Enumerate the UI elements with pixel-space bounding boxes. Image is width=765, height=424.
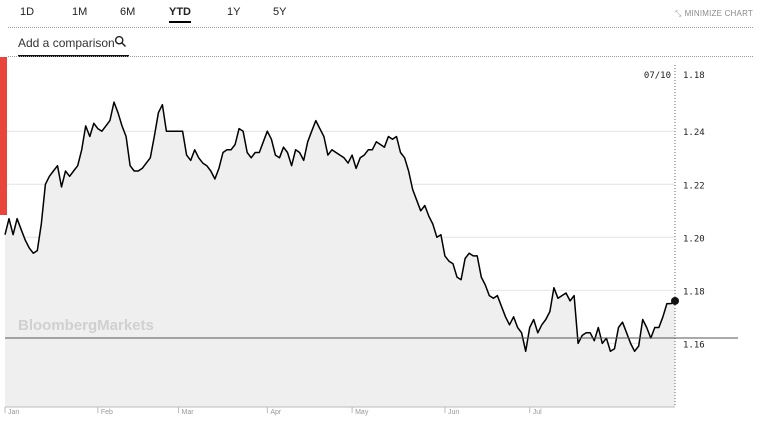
x-tick-label-jan: Jan [8, 409, 19, 416]
x-tick-label-feb: Feb [101, 409, 113, 416]
comparison-search[interactable]: Add a comparison [18, 33, 129, 57]
search-icon[interactable] [114, 35, 127, 48]
price-chart: Jan Feb Mar Apr May Jun Jul 1.161.181.201.221.… [4, 65, 738, 416]
price-line [4, 101, 676, 353]
y-tick-label-1-16: 1.16 [683, 340, 705, 350]
tab-1m[interactable]: 1M [72, 6, 88, 18]
comparison-input[interactable]: Add a comparison [18, 36, 115, 50]
y-axis-ticks: 1.16 1.18 1.20 1.22 1.24 [683, 128, 705, 350]
accent-bar [0, 57, 7, 215]
cursor-value-label: 1.18 [683, 71, 705, 81]
price-area [5, 102, 675, 407]
minimize-chart-button[interactable]: ⤡ MINIMIZE CHART [675, 9, 753, 19]
tab-1y[interactable]: 1Y [227, 6, 241, 18]
cursor-date-label: 07/10 [644, 71, 671, 81]
bloomberg-watermark: BloombergMarkets [18, 317, 154, 334]
tab-5y[interactable]: 5Y [273, 6, 287, 18]
x-tick-label-mar: Mar [182, 409, 195, 416]
minimize-chart-label: MINIMIZE CHART [684, 9, 753, 18]
divider-bottom [8, 56, 753, 57]
divider-top [8, 27, 753, 28]
timeframe-tabs: 1D 1M 6M YTD 1Y 5Y [0, 0, 765, 28]
last-price-marker [671, 296, 679, 305]
y-tick-label-1-18: 1.18 [683, 287, 705, 297]
y-tick-label-1-22: 1.22 [683, 181, 705, 191]
x-tick-label-jul: Jul [533, 409, 542, 416]
x-axis-ticks: Jan Feb Mar Apr May Jun Jul [4, 407, 542, 416]
x-tick-label-jun: Jun [448, 409, 459, 416]
y-tick-label-1-20: 1.20 [683, 234, 705, 244]
collapse-arrows-icon: ⤡ [674, 9, 682, 18]
tab-ytd[interactable]: YTD [169, 6, 191, 23]
x-tick-label-may: May [355, 409, 369, 416]
tab-6m[interactable]: 6M [120, 6, 136, 18]
x-tick-label-apr: Apr [270, 409, 282, 416]
y-tick-label-1-24: 1.24 [683, 128, 705, 138]
tab-1d[interactable]: 1D [20, 6, 35, 18]
